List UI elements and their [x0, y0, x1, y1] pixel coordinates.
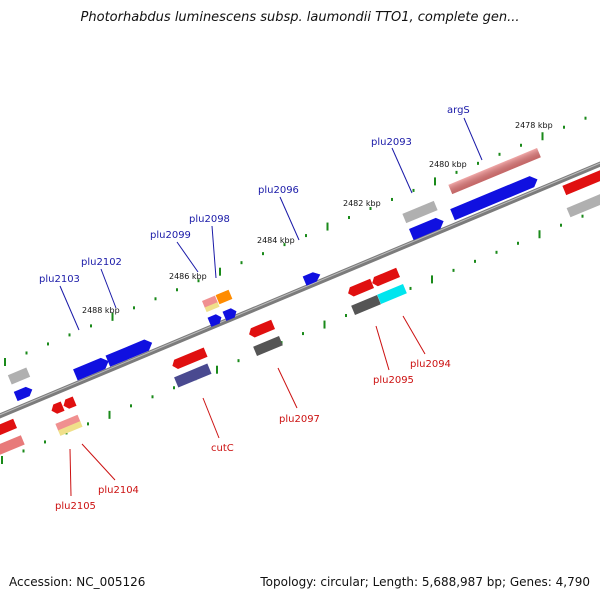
gene-block-right-grey[interactable] [566, 192, 600, 218]
scale-labels: 2478 kbp 2480 kbp 2482 kbp 2484 kbp 2486… [82, 121, 553, 315]
label-plu2093: plu2093 [371, 137, 412, 148]
gene-block-plu2095[interactable] [351, 295, 381, 315]
upper-tick-row [4, 116, 587, 366]
lower-gene-labels[interactable]: plu2094 plu2095 plu2097 cutC plu2104 plu… [55, 315, 451, 512]
gene-block-left-grey[interactable] [7, 367, 31, 385]
gene-features[interactable] [0, 148, 600, 457]
gene-block-argS[interactable] [448, 148, 541, 195]
gene-block-argS-blue[interactable] [450, 174, 540, 221]
gene-block-plu2094-red[interactable] [370, 267, 400, 288]
gene-block-plu2093[interactable] [402, 200, 438, 224]
gene-block-plu2095-red[interactable] [346, 278, 374, 298]
scale-label-2480: 2480 kbp [429, 160, 467, 169]
gene-block-left-red-1[interactable] [0, 418, 17, 439]
scale-label-2484: 2484 kbp [257, 236, 295, 245]
gene-block-plu2104[interactable] [55, 414, 83, 436]
label-plu2099: plu2099 [150, 230, 191, 241]
gene-block-plu2103[interactable] [73, 356, 111, 381]
gene-block-plu2097[interactable] [253, 336, 283, 356]
lower-tick-row [1, 214, 584, 464]
gene-block-left-red-2[interactable] [0, 435, 25, 457]
label-plu2102: plu2102 [81, 257, 122, 268]
label-plu2098: plu2098 [189, 214, 230, 225]
scale-label-2482: 2482 kbp [343, 199, 381, 208]
label-cutC: cutC [211, 443, 234, 454]
gene-block-plu2102[interactable] [105, 337, 155, 367]
gene-block-plu2097-red[interactable] [247, 319, 275, 339]
genome-backbone-highlight [0, 162, 600, 416]
accession-label: Accession: NC_005126 [9, 575, 146, 589]
gene-block-cutC[interactable] [174, 363, 212, 388]
label-plu2105: plu2105 [55, 501, 96, 512]
label-plu2103: plu2103 [39, 274, 80, 285]
label-plu2097: plu2097 [279, 414, 320, 425]
map-title: Photorhabdus luminescens subsp. laumondi… [80, 10, 520, 25]
gene-block-right-red[interactable] [562, 169, 600, 196]
label-argS: argS [447, 105, 470, 116]
label-plu2094: plu2094 [410, 359, 451, 370]
gene-block-plu2105-red[interactable] [50, 401, 65, 415]
scale-label-2478: 2478 kbp [515, 121, 553, 130]
gene-block-plu2096[interactable] [302, 270, 323, 286]
genome-backbone [0, 161, 600, 419]
gene-block-small-blue-2[interactable] [222, 307, 239, 321]
gene-block-plu2098[interactable] [215, 289, 233, 305]
label-plu2095: plu2095 [373, 375, 414, 386]
upper-gene-labels[interactable]: argS plu2093 plu2096 plu2098 plu2099 plu… [39, 105, 483, 331]
gene-block-left-blue[interactable] [13, 385, 34, 402]
scale-label-2486: 2486 kbp [169, 272, 207, 281]
gene-block-plu2094[interactable] [377, 284, 407, 304]
gene-block-plu2105-red-2[interactable] [62, 396, 77, 410]
gene-block-plu2099[interactable] [202, 295, 220, 313]
label-plu2096: plu2096 [258, 185, 299, 196]
gene-block-small-blue-1[interactable] [207, 313, 224, 327]
genome-summary: Topology: circular; Length: 5,688,987 bp… [260, 575, 590, 589]
label-plu2104: plu2104 [98, 485, 139, 496]
gene-block-plu2093-blue[interactable] [408, 216, 446, 241]
scale-label-2488: 2488 kbp [82, 306, 120, 315]
gene-block-cutC-red[interactable] [170, 347, 208, 370]
